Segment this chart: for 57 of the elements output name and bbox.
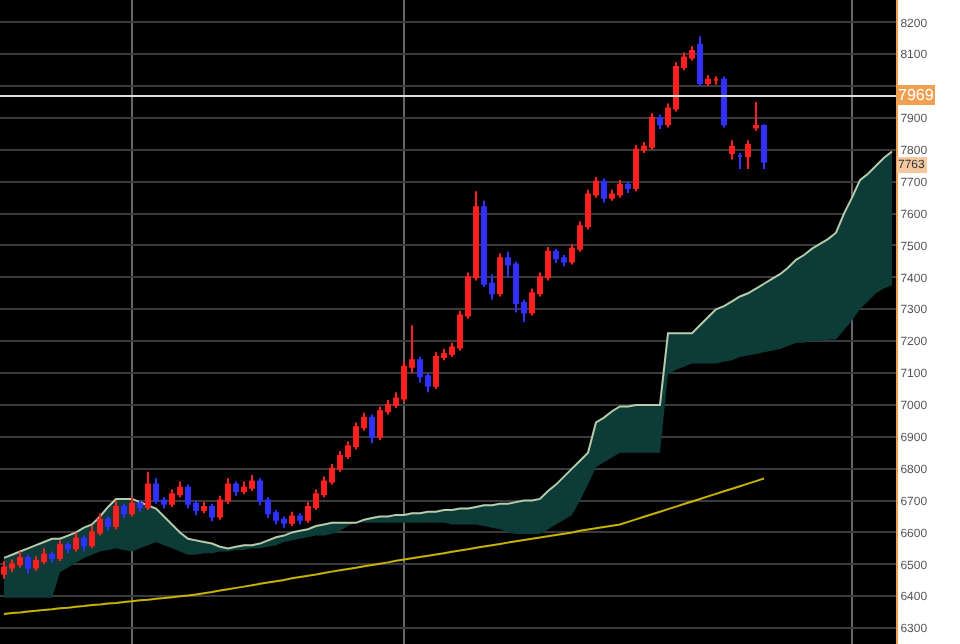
- candlestick: [705, 73, 711, 88]
- candlestick: [57, 539, 63, 563]
- candlestick: [241, 480, 247, 496]
- candlestick: [497, 252, 503, 298]
- candlestick: [721, 75, 727, 129]
- candlestick: [625, 180, 631, 194]
- candlestick: [513, 260, 519, 314]
- candlestick: [553, 247, 559, 265]
- candlestick: [169, 488, 175, 508]
- candlestick: [713, 75, 719, 86]
- candlestick: [377, 405, 383, 441]
- candlestick: [281, 515, 287, 529]
- candlestick: [745, 139, 751, 170]
- line-series: [3, 477, 765, 616]
- candlestick: [609, 188, 615, 202]
- candlestick: [105, 515, 111, 532]
- candlestick: [81, 534, 87, 553]
- candlestick: [25, 553, 31, 575]
- candlestick: [1, 560, 7, 580]
- candlestick: [65, 540, 71, 555]
- candlestick: [289, 510, 295, 528]
- candlestick: [297, 512, 303, 526]
- candlestick: [633, 144, 639, 193]
- candlestick: [145, 470, 151, 512]
- candlestick: [153, 477, 159, 505]
- candlestick: [601, 177, 607, 204]
- candlestick: [185, 483, 191, 510]
- candlestick: [233, 480, 239, 497]
- candlestick: [201, 501, 207, 515]
- candlestick: [41, 547, 47, 566]
- candlestick: [177, 480, 183, 499]
- candlestick: [753, 101, 759, 132]
- candlestick: [369, 413, 375, 445]
- candlestick: [697, 35, 703, 88]
- ref-line-label: 7969: [898, 86, 935, 104]
- candlestick: [433, 351, 439, 390]
- candlestick: [137, 499, 143, 513]
- candlestick: [129, 496, 135, 518]
- candlestick: [561, 254, 567, 268]
- candlestick: [33, 555, 39, 572]
- candlestick: [249, 474, 255, 492]
- candlestick: [121, 502, 127, 520]
- candlestick: [761, 123, 767, 170]
- candlestick: [689, 45, 695, 62]
- candlestick: [73, 531, 79, 553]
- candlestick: [729, 139, 735, 161]
- candlestick: [209, 502, 215, 523]
- candlestick: [649, 112, 655, 151]
- candlestick: [737, 152, 743, 170]
- candlestick: [113, 499, 119, 531]
- candlestick: [657, 113, 663, 131]
- candlestick: [417, 356, 423, 384]
- candlestick: [353, 421, 359, 451]
- candlestick: [617, 179, 623, 199]
- candlestick: [9, 558, 15, 574]
- candlestick: [17, 550, 23, 569]
- candlestick: [49, 550, 55, 564]
